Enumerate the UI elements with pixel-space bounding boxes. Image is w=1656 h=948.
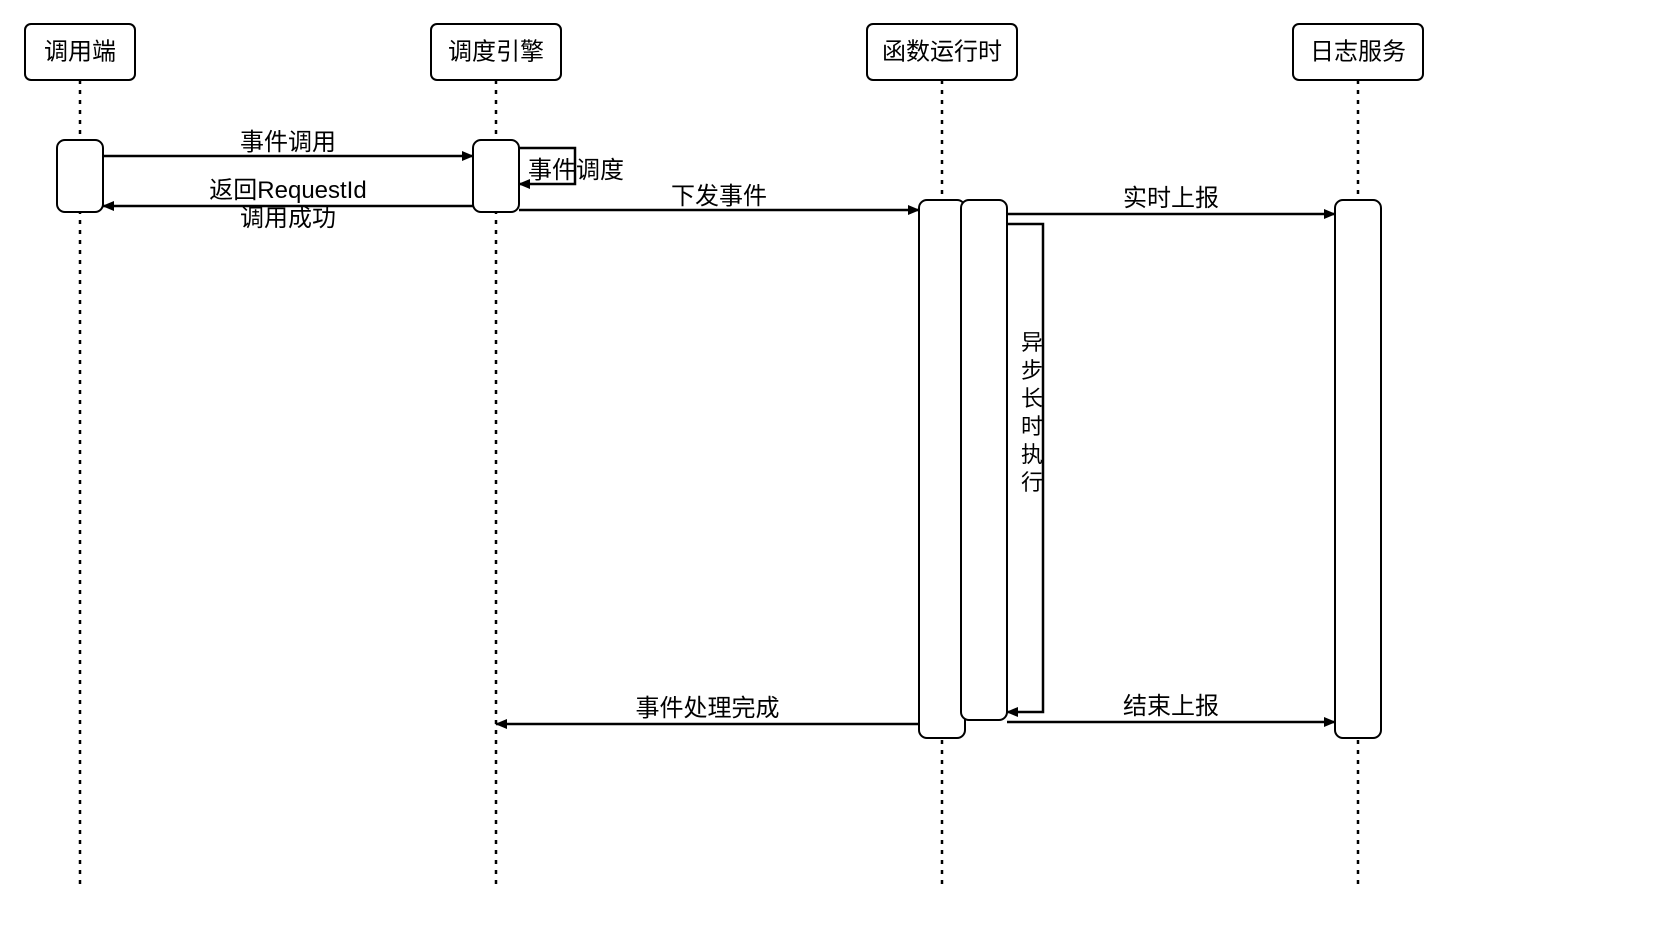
self-message-m6 xyxy=(1007,224,1043,712)
self-message-vlabel-m6-5: 行 xyxy=(1021,470,1043,495)
self-message-vlabel-m6-1: 步 xyxy=(1021,358,1043,383)
activation-runtime-2 xyxy=(919,200,965,738)
message-label-m1: 事件调用 xyxy=(240,129,336,156)
message-label-m5: 实时上报 xyxy=(1123,185,1219,212)
activation-logsvc-4 xyxy=(1335,200,1381,738)
self-message-vlabel-m6-4: 执 xyxy=(1021,442,1043,467)
sequence-diagram: 事件调用返回RequestId调用成功 下发事件 实时上报结束上报 事件处理完成 事件… xyxy=(0,0,1656,948)
participant-label-runtime: 函数运行时 xyxy=(882,38,1002,65)
self-message-vlabel-m6-0: 异 xyxy=(1021,330,1043,355)
self-message-label-m2: 事件调度 xyxy=(528,157,624,184)
messages-layer: 事件调用返回RequestId调用成功 下发事件 实时上报结束上报 事件处理完成 xyxy=(103,129,1335,724)
activation-runtime-3 xyxy=(961,200,1007,720)
participant-label-caller: 调用端 xyxy=(44,38,116,65)
message-label-m3: 返回RequestId xyxy=(209,177,366,204)
message-label2-m3: 调用成功 xyxy=(240,205,336,232)
activation-scheduler-1 xyxy=(473,140,519,212)
message-label-m8: 事件处理完成 xyxy=(636,695,780,722)
participants-layer: 调用端 调度引擎 函数运行时 日志服务 xyxy=(25,24,1423,80)
self-message-vlabel-m6-3: 时 xyxy=(1021,414,1043,439)
message-label-m4: 下发事件 xyxy=(671,183,767,210)
activation-caller-0 xyxy=(57,140,103,212)
self-message-vlabel-m6-2: 长 xyxy=(1021,386,1043,411)
participant-label-logsvc: 日志服务 xyxy=(1310,38,1406,65)
message-label-m7: 结束上报 xyxy=(1123,693,1219,720)
participant-label-scheduler: 调度引擎 xyxy=(448,38,544,65)
